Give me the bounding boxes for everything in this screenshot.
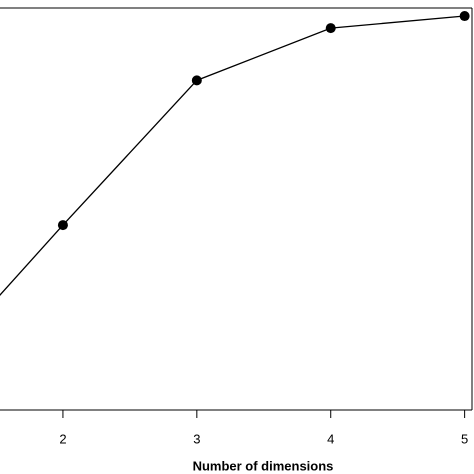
x-tick-label: 5 [461, 431, 468, 446]
x-tick-label: 2 [59, 431, 66, 446]
data-line [0, 15, 465, 296]
data-point [325, 23, 336, 34]
x-tick-label: 3 [193, 431, 200, 446]
data-point [191, 75, 202, 86]
data-point [57, 220, 68, 231]
data-point [459, 11, 470, 22]
x-tick-label: 4 [327, 431, 334, 446]
x-axis-label: Number of dimensions [193, 458, 334, 473]
